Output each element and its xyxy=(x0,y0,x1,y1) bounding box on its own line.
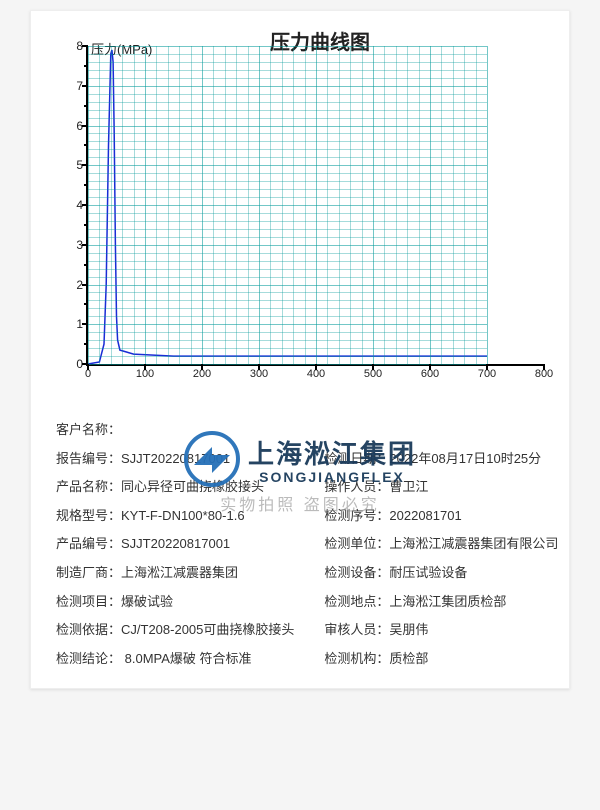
report-no-value: SJJT20220817001 xyxy=(121,451,230,466)
manufacturer-value: 上海淞江减震器集团 xyxy=(121,565,238,580)
operator-value: 曹卫江 xyxy=(389,479,428,494)
pressure-chart: 压力曲线图 压力(MPa) 01234567801002003004005006… xyxy=(46,31,554,391)
report-page: 压力曲线图 压力(MPa) 01234567801002003004005006… xyxy=(30,10,570,689)
basis-label: 检测依据： xyxy=(56,622,121,637)
test-item-value: 爆破试验 xyxy=(121,594,173,609)
test-unit-label: 检测单位： xyxy=(324,536,389,551)
equipment-label: 检测设备： xyxy=(324,565,389,580)
test-unit-value: 上海淞江减震器集团有限公司 xyxy=(389,536,558,551)
product-name-value: 同心异径可曲挠橡胶接头 xyxy=(121,479,264,494)
test-loc-value: 上海淞江集团质检部 xyxy=(389,594,506,609)
test-item-label: 检测项目： xyxy=(56,594,121,609)
product-name-label: 产品名称： xyxy=(56,479,121,494)
spec-value: KYT-F-DN100*80-1.6 xyxy=(121,508,245,523)
equipment-value: 耐压试验设备 xyxy=(389,565,467,580)
spec-label: 规格型号： xyxy=(56,508,121,523)
product-no-label: 产品编号： xyxy=(56,536,121,551)
report-no-label: 报告编号： xyxy=(56,451,121,466)
plot-area: 0123456780100200300400500600700800 xyxy=(86,46,544,366)
test-date-label: 检测日期： xyxy=(324,451,389,466)
basis-value: CJ/T208-2005可曲挠橡胶接头 xyxy=(121,622,294,637)
conclusion-value: 8.0MPA爆破 符合标准 xyxy=(121,651,252,666)
operator-label: 操作人员： xyxy=(324,479,389,494)
conclusion-label: 检测结论： xyxy=(56,651,121,666)
auditor-label: 审核人员： xyxy=(324,622,389,637)
org-label: 检测机构： xyxy=(324,651,389,666)
product-no-value: SJJT20220817001 xyxy=(121,536,230,551)
test-seq-value: 2022081701 xyxy=(389,508,461,523)
manufacturer-label: 制造厂商： xyxy=(56,565,121,580)
test-loc-label: 检测地点： xyxy=(324,594,389,609)
test-seq-label: 检测序号： xyxy=(324,508,389,523)
org-value: 质检部 xyxy=(389,651,428,666)
customer-label: 客户名称： xyxy=(56,422,121,437)
info-block: 客户名称： 报告编号：SJJT20220817001 检测日期：2022年08月… xyxy=(46,411,554,673)
test-date-value: 2022年08月17日10时25分 xyxy=(389,451,541,466)
auditor-value: 吴朋伟 xyxy=(389,622,428,637)
